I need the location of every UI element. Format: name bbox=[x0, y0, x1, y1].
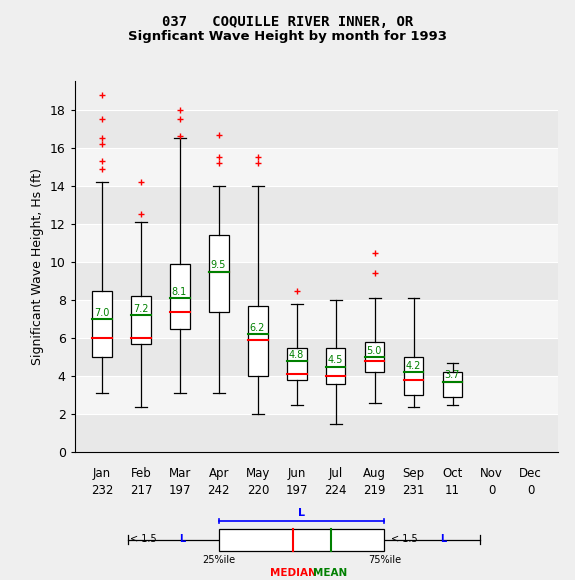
Text: 219: 219 bbox=[363, 484, 386, 497]
Text: L: L bbox=[179, 534, 186, 544]
Bar bbox=[75, 224, 558, 262]
Text: Dec: Dec bbox=[519, 467, 542, 480]
Y-axis label: Significant Wave Height, Hs (ft): Significant Wave Height, Hs (ft) bbox=[31, 168, 44, 365]
Text: 25%ile: 25%ile bbox=[202, 554, 235, 565]
Text: 8.1: 8.1 bbox=[172, 287, 187, 297]
Text: Nov: Nov bbox=[480, 467, 503, 480]
Text: Mar: Mar bbox=[168, 467, 191, 480]
Text: Feb: Feb bbox=[131, 467, 151, 480]
Text: 6.2: 6.2 bbox=[250, 323, 265, 333]
Bar bbox=[170, 264, 190, 329]
Text: Sep: Sep bbox=[402, 467, 425, 480]
Text: MEDIAN: MEDIAN bbox=[270, 568, 317, 578]
Text: 224: 224 bbox=[324, 484, 347, 497]
Text: < 1.5: < 1.5 bbox=[130, 534, 159, 544]
Text: Jan: Jan bbox=[93, 467, 111, 480]
Bar bbox=[75, 300, 558, 338]
Text: May: May bbox=[246, 467, 270, 480]
Text: Aug: Aug bbox=[363, 467, 386, 480]
Text: 037   COQUILLE RIVER INNER, OR: 037 COQUILLE RIVER INNER, OR bbox=[162, 14, 413, 28]
Bar bbox=[75, 186, 558, 224]
Bar bbox=[287, 347, 306, 380]
Text: Signficant Wave Height by month for 1993: Signficant Wave Height by month for 1993 bbox=[128, 30, 447, 43]
Bar bbox=[326, 347, 346, 384]
Text: 75%ile: 75%ile bbox=[368, 554, 401, 565]
Bar bbox=[75, 376, 558, 414]
Text: 7.2: 7.2 bbox=[133, 304, 148, 314]
Text: L: L bbox=[440, 534, 446, 544]
Bar bbox=[218, 529, 384, 551]
Text: 217: 217 bbox=[130, 484, 152, 497]
Bar bbox=[443, 372, 462, 397]
Bar bbox=[365, 342, 385, 372]
Text: 0: 0 bbox=[527, 484, 534, 497]
Text: 11: 11 bbox=[445, 484, 460, 497]
Text: 4.2: 4.2 bbox=[405, 361, 421, 371]
Bar bbox=[75, 262, 558, 300]
Bar bbox=[209, 235, 229, 311]
Text: 5.0: 5.0 bbox=[366, 346, 382, 356]
Bar bbox=[75, 110, 558, 148]
Text: 232: 232 bbox=[91, 484, 113, 497]
Text: 4.8: 4.8 bbox=[289, 350, 304, 360]
Text: 0: 0 bbox=[488, 484, 495, 497]
Bar bbox=[75, 414, 558, 452]
Text: MEAN: MEAN bbox=[313, 568, 348, 578]
Text: Jul: Jul bbox=[328, 467, 343, 480]
Bar bbox=[248, 306, 267, 376]
Text: 220: 220 bbox=[247, 484, 269, 497]
Text: 242: 242 bbox=[208, 484, 230, 497]
Bar bbox=[75, 338, 558, 376]
Text: < 1.5: < 1.5 bbox=[390, 534, 420, 544]
Text: 4.5: 4.5 bbox=[328, 355, 343, 365]
Bar bbox=[131, 296, 151, 344]
Bar bbox=[404, 357, 423, 396]
Text: 231: 231 bbox=[402, 484, 425, 497]
Text: 7.0: 7.0 bbox=[94, 307, 109, 318]
Text: Oct: Oct bbox=[442, 467, 463, 480]
Text: Apr: Apr bbox=[209, 467, 229, 480]
Text: Jun: Jun bbox=[288, 467, 306, 480]
Text: L: L bbox=[298, 508, 305, 519]
Text: 197: 197 bbox=[168, 484, 191, 497]
Text: 197: 197 bbox=[286, 484, 308, 497]
Bar bbox=[75, 148, 558, 186]
Text: 9.5: 9.5 bbox=[210, 260, 226, 270]
Text: 3.7: 3.7 bbox=[444, 371, 460, 380]
Bar bbox=[92, 291, 112, 357]
